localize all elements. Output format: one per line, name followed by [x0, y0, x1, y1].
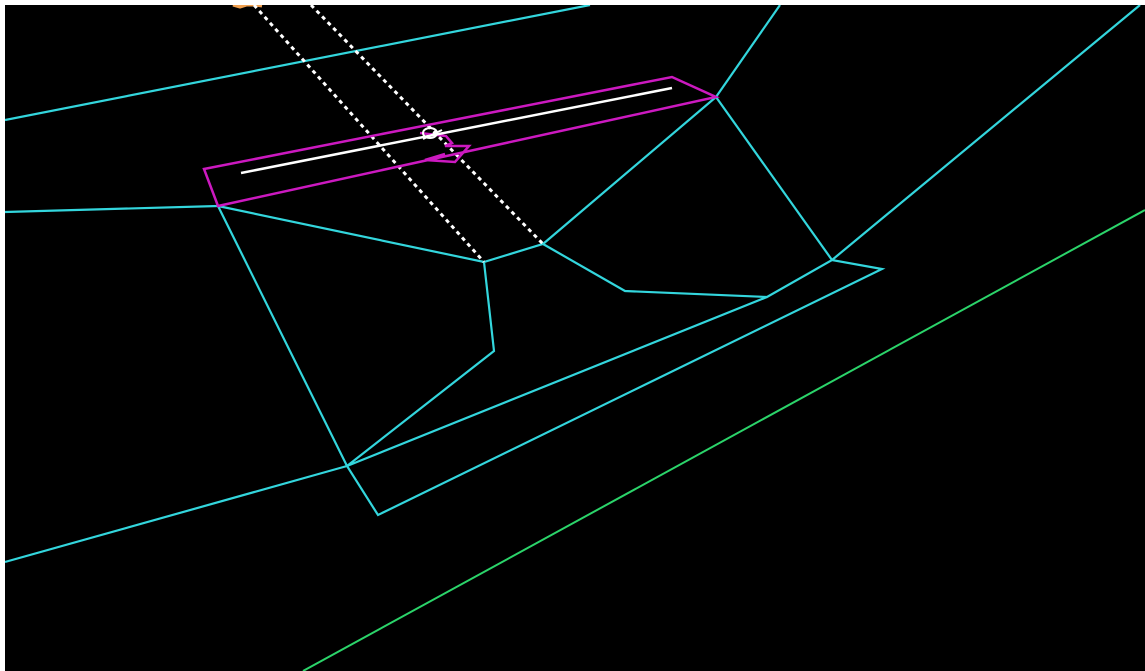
cyan-line-right-diagonal[interactable]: [831, 5, 1141, 261]
magenta-selection-outline[interactable]: [202, 75, 720, 208]
magenta-hook-shape[interactable]: [419, 131, 472, 164]
green-boundary-line[interactable]: [302, 209, 1145, 671]
cyan-line-left-mid[interactable]: [5, 204, 219, 214]
canvas-background: [5, 5, 1145, 671]
drawing-canvas[interactable]: [5, 5, 1145, 671]
cyan-line-top[interactable]: [5, 5, 591, 122]
cyan-polyline-inner-diagonal[interactable]: [542, 96, 717, 245]
cyan-line-top-vertex[interactable]: [715, 5, 781, 98]
cyan-contour-group: [5, 5, 1141, 564]
cyan-polyline-center-v[interactable]: [346, 261, 768, 468]
snap-marker-icon[interactable]: [422, 127, 443, 140]
dashed-guide-group: [252, 5, 545, 264]
dashed-guide-left[interactable]: [252, 5, 486, 264]
cyan-line-bottom-left[interactable]: [5, 464, 348, 564]
cyan-polyline-upper-right[interactable]: [715, 96, 833, 261]
orange-marker-shape[interactable]: [232, 5, 263, 9]
white-centerline[interactable]: [240, 86, 673, 175]
cyan-polyline-left-edge[interactable]: [217, 204, 886, 517]
